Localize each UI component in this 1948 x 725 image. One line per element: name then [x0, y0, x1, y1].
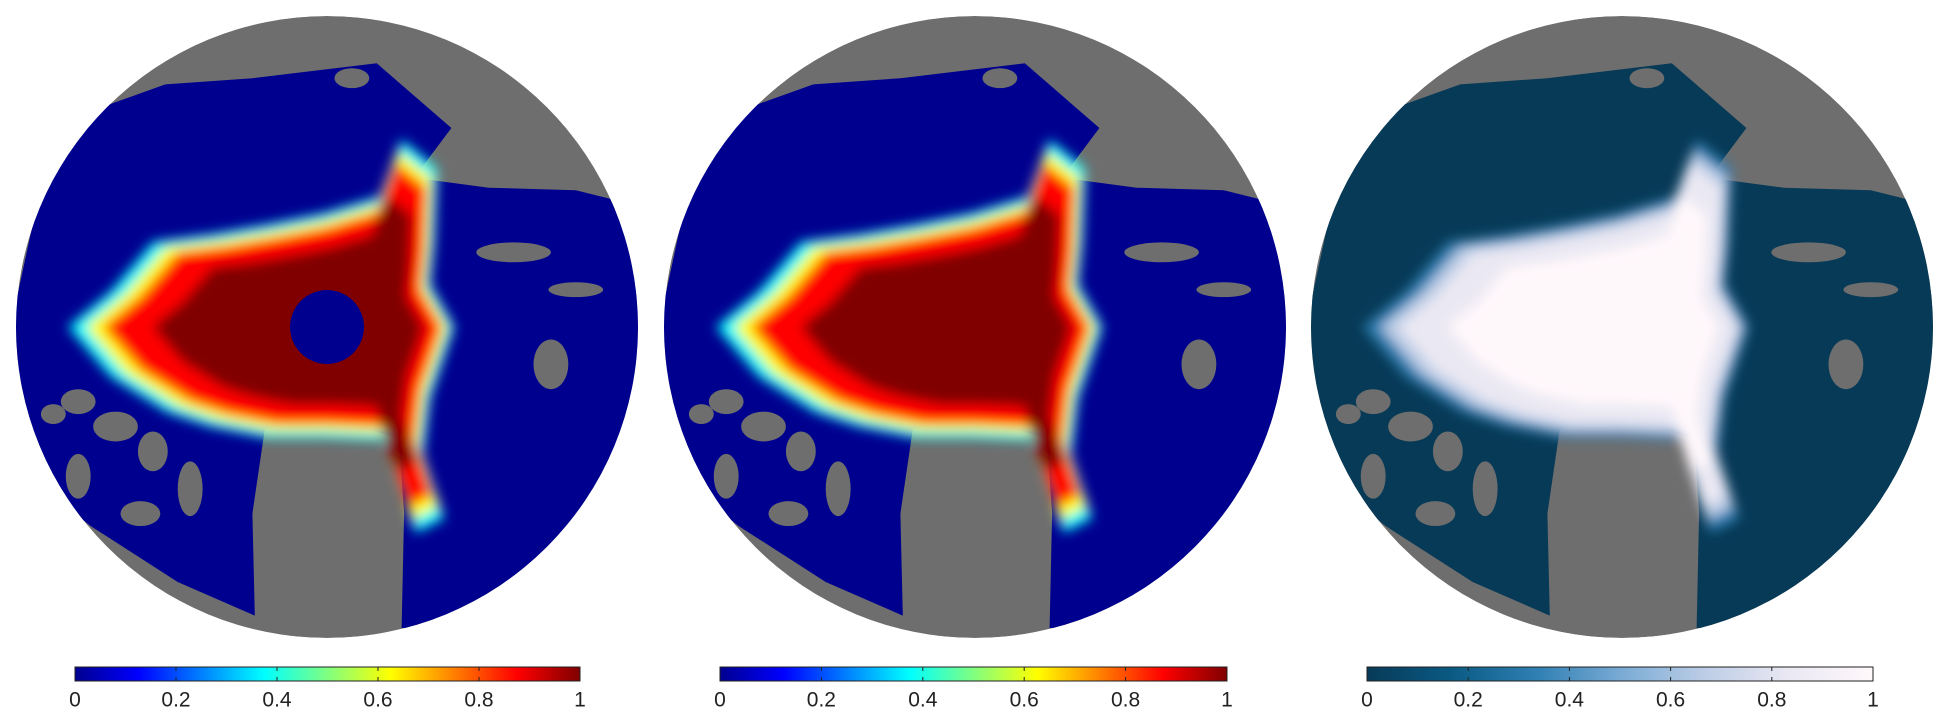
island	[533, 339, 569, 390]
colorbar-tick-label: 0	[69, 689, 81, 712]
island	[1415, 501, 1456, 527]
island	[137, 431, 168, 472]
island	[40, 404, 66, 425]
sea-ice	[68, 139, 454, 533]
island	[1388, 411, 1433, 442]
colorbar-tick-label: 0.8	[1757, 689, 1786, 712]
island	[334, 68, 370, 89]
colorbar-tick-label: 0.4	[908, 689, 938, 712]
island	[1828, 339, 1864, 390]
island	[741, 411, 786, 442]
colorbar	[719, 666, 1228, 682]
island	[548, 282, 604, 298]
sea-ice	[716, 139, 1102, 533]
colorbar-tick-label: 0	[714, 689, 726, 712]
island	[713, 453, 739, 499]
island	[1196, 282, 1252, 298]
island	[1843, 282, 1899, 298]
island	[476, 242, 551, 263]
map-panel	[1311, 16, 1933, 638]
ice-layer	[1447, 195, 1719, 472]
island	[1181, 339, 1217, 390]
colorbar-tick-label: 0.4	[262, 689, 292, 712]
island	[1522, 40, 1573, 66]
island	[60, 389, 96, 415]
island	[227, 40, 278, 66]
ice-layer	[800, 195, 1072, 472]
colorbar	[1366, 666, 1874, 682]
island	[825, 461, 851, 517]
map-panel	[16, 16, 638, 638]
colorbar-tick-label: 0	[1361, 689, 1373, 712]
island	[177, 461, 203, 517]
colorbar-tick-label: 0.6	[1656, 689, 1685, 712]
island	[120, 501, 161, 527]
colorbar-tick-label: 0.4	[1555, 689, 1585, 712]
colorbar-tick-label: 0.8	[1111, 689, 1140, 712]
colorbar-tick-label: 0.2	[161, 689, 190, 712]
island	[93, 411, 138, 442]
island	[1124, 242, 1199, 263]
ice-layer	[152, 195, 424, 472]
colorbar	[74, 666, 581, 682]
island	[1771, 242, 1846, 263]
sea-ice	[1363, 139, 1749, 533]
colorbar-tick-label: 1	[1867, 689, 1879, 712]
island	[65, 453, 91, 499]
island	[875, 40, 926, 66]
island	[1360, 453, 1386, 499]
island	[1472, 461, 1498, 517]
island	[1335, 404, 1361, 425]
island	[1355, 389, 1391, 415]
island	[982, 68, 1018, 89]
map-panel	[664, 16, 1286, 638]
island	[785, 431, 816, 472]
island	[1432, 431, 1463, 472]
island	[1629, 68, 1665, 89]
pole-hole	[290, 290, 364, 364]
colorbar-tick-label: 0.2	[807, 689, 836, 712]
island	[708, 389, 744, 415]
island	[688, 404, 714, 425]
colorbar-tick-label: 0.6	[363, 689, 392, 712]
colorbar-tick-label: 1	[1221, 689, 1233, 712]
colorbar-tick-label: 0.6	[1010, 689, 1039, 712]
colorbar-tick-label: 0.2	[1454, 689, 1483, 712]
island	[768, 501, 809, 527]
colorbar-tick-label: 1	[574, 689, 586, 712]
colorbar-tick-label: 0.8	[464, 689, 493, 712]
